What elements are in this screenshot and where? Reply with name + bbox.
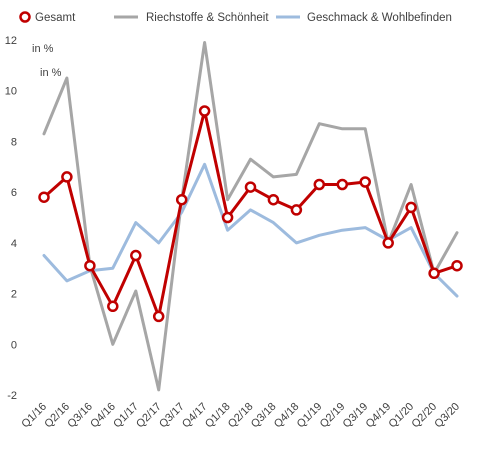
data-point-gesamt xyxy=(244,181,257,193)
data-point-gesamt xyxy=(451,259,463,272)
data-point-gesamt xyxy=(198,105,211,117)
x-tick-label: Q3/18 xyxy=(249,401,279,431)
unit-label-2: in % xyxy=(40,67,62,79)
data-point-gesamt xyxy=(382,237,394,249)
x-tick-label: Q4/18 xyxy=(272,401,302,431)
data-point-gesamt xyxy=(61,171,73,183)
x-tick-label: Q2/17 xyxy=(134,401,164,431)
x-tick-label: Q3/17 xyxy=(157,401,187,431)
y-tick-label: 0 xyxy=(11,339,17,351)
legend-label-riechstoffe: Riechstoffe & Schönheit xyxy=(146,12,269,24)
legend-marker-gesamt xyxy=(19,11,31,23)
plot-area: -2024681012Q1/16Q2/16Q3/16Q4/16Q1/17Q2/1… xyxy=(5,35,463,431)
series-line-gesamt xyxy=(42,109,459,318)
unit-label-1: in % xyxy=(32,43,54,55)
data-point-gesamt xyxy=(175,193,188,206)
y-tick-label: 6 xyxy=(11,187,17,199)
y-tick-label: 2 xyxy=(11,289,17,301)
data-point-gesamt xyxy=(405,201,417,214)
x-tick-label: Q1/17 xyxy=(111,401,141,431)
data-point-gesamt xyxy=(107,300,119,313)
data-point-gesamt xyxy=(336,178,349,191)
data-point-gesamt xyxy=(313,178,326,191)
data-point-gesamt xyxy=(267,193,280,206)
data-point-gesamt xyxy=(130,249,142,262)
x-tick-label: Q1/19 xyxy=(295,401,325,431)
x-tick-label: Q3/19 xyxy=(341,401,371,431)
legend: Gesamt Riechstoffe & Schönheit Geschmack… xyxy=(19,11,452,24)
data-point-gesamt xyxy=(152,310,165,323)
x-tick-label: Q4/19 xyxy=(364,401,394,431)
x-tick-label: Q4/16 xyxy=(88,401,118,431)
legend-label-gesamt: Gesamt xyxy=(35,12,76,24)
x-tick-label: Q2/19 xyxy=(318,401,348,431)
x-tick-label: Q2/20 xyxy=(410,401,440,431)
legend-label-geschmack: Geschmack & Wohlbefinden xyxy=(307,12,452,24)
x-tick-label: Q3/20 xyxy=(432,401,462,431)
y-tick-label: 12 xyxy=(5,35,17,47)
data-point-gesamt xyxy=(290,204,303,216)
x-tick-label: Q4/17 xyxy=(180,401,210,431)
data-point-gesamt xyxy=(84,259,96,272)
y-tick-label: 4 xyxy=(11,238,17,250)
y-tick-label: -2 xyxy=(7,390,17,402)
series-line-riechstoffe-sch-nheit xyxy=(42,41,459,392)
x-tick-label: Q1/18 xyxy=(203,401,233,431)
x-tick-label: Q1/16 xyxy=(19,401,49,431)
data-point-gesamt xyxy=(428,267,440,280)
x-tick-label: Q2/18 xyxy=(226,401,256,431)
data-point-gesamt xyxy=(359,176,371,188)
x-tick-label: Q2/16 xyxy=(42,401,72,431)
data-point-gesamt xyxy=(38,191,50,203)
x-tick-label: Q3/16 xyxy=(65,401,95,431)
y-tick-label: 8 xyxy=(11,136,17,148)
x-tick-label: Q1/20 xyxy=(387,401,417,431)
data-point-gesamt xyxy=(221,211,234,224)
y-tick-label: 10 xyxy=(5,86,17,98)
